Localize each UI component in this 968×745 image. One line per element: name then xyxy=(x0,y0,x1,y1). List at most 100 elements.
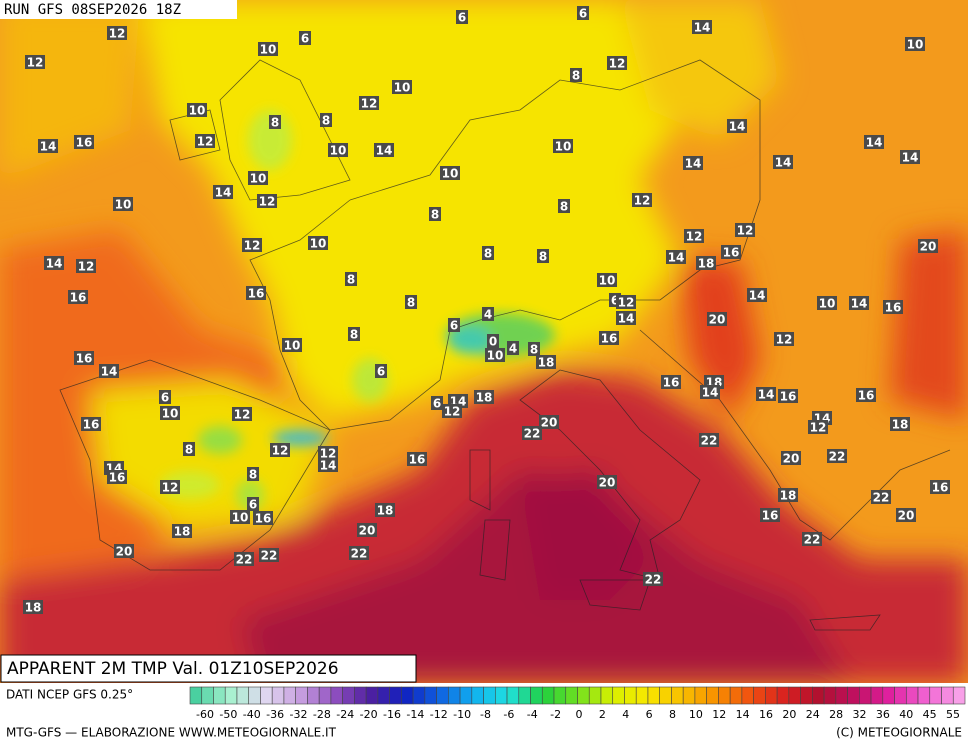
label-box xyxy=(230,510,250,524)
label-box xyxy=(808,420,828,434)
run-header: RUN GFS 08SEP2026 18Z xyxy=(4,2,181,18)
label-box xyxy=(537,249,549,263)
color-swatch xyxy=(870,686,884,705)
map-label: 10 xyxy=(115,198,132,212)
label-box xyxy=(318,458,338,472)
label-box xyxy=(827,449,847,463)
label-box xyxy=(375,503,395,517)
map-label: 16 xyxy=(76,136,93,150)
color-swatch xyxy=(224,686,238,705)
label-box xyxy=(616,311,636,325)
label-box xyxy=(856,388,876,402)
color-swatch xyxy=(260,686,273,705)
map-label: 14 xyxy=(320,459,337,473)
map-label: 16 xyxy=(255,512,272,526)
colorbar xyxy=(189,686,966,705)
colorbar-label: 24 xyxy=(806,708,820,721)
label-box xyxy=(345,272,357,286)
colorbar-label: 12 xyxy=(712,708,726,721)
map-label: 14 xyxy=(40,140,57,154)
colorbar-labels: -60 -50 -40 -36 -32 -28 -24 -20 -16 -14 -12 -10 -8 -6… xyxy=(196,708,960,721)
colorbar-label: -50 xyxy=(219,708,237,721)
map-label: 14 xyxy=(215,186,232,200)
map-label: 16 xyxy=(762,509,779,523)
label-box xyxy=(643,572,663,586)
colorbar-label: -28 xyxy=(313,708,331,721)
colorbar-label: 16 xyxy=(759,708,773,721)
label-box xyxy=(597,273,617,287)
map-label: 10 xyxy=(250,172,267,186)
map-label: 16 xyxy=(663,376,680,390)
label-box xyxy=(407,452,427,466)
label-box xyxy=(258,42,278,56)
label-box xyxy=(183,442,195,456)
label-box xyxy=(440,166,460,180)
colorbar-label: -14 xyxy=(406,708,424,721)
map-label: 12 xyxy=(361,97,378,111)
map-label: 8 xyxy=(539,250,547,264)
color-swatch xyxy=(929,686,942,705)
map-label: 16 xyxy=(601,332,618,346)
map-label: 22 xyxy=(804,533,821,547)
label-box xyxy=(536,355,556,369)
color-swatch xyxy=(342,686,355,705)
label-box xyxy=(172,524,192,538)
label-box xyxy=(661,375,681,389)
color-swatch xyxy=(377,686,390,705)
colorbar-label: 40 xyxy=(899,708,913,721)
map-label: 16 xyxy=(76,352,93,366)
label-box xyxy=(890,417,910,431)
colorbar-label: -36 xyxy=(266,708,284,721)
color-swatch xyxy=(894,686,907,705)
colorbar-label: 8 xyxy=(669,708,676,721)
map-label: 12 xyxy=(634,194,651,208)
map-label: 12 xyxy=(259,195,276,209)
label-box xyxy=(778,488,798,502)
colorbar-label: -32 xyxy=(290,708,308,721)
colorbar-label: 20 xyxy=(782,708,796,721)
map-label: 0 xyxy=(489,335,497,349)
map-label: 10 xyxy=(330,144,347,158)
colorbar-label: 14 xyxy=(736,708,750,721)
map-label: 14 xyxy=(729,120,746,134)
temperature-field xyxy=(0,0,968,683)
map-label: 14 xyxy=(851,297,868,311)
label-box xyxy=(448,318,460,332)
map-label: 20 xyxy=(116,545,133,559)
map-label: 14 xyxy=(702,386,719,400)
map-label: 12 xyxy=(618,296,635,310)
label-box xyxy=(247,467,259,481)
colorbar-label: 6 xyxy=(646,708,653,721)
map-label: 14 xyxy=(101,365,118,379)
color-swatch xyxy=(729,686,743,705)
label-box xyxy=(259,548,279,562)
label-box xyxy=(864,135,884,149)
label-box xyxy=(849,296,869,310)
label-box xyxy=(187,103,207,117)
color-swatch xyxy=(436,686,449,705)
map-label: 6 xyxy=(377,365,385,379)
label-box xyxy=(896,508,916,522)
map-label: 18 xyxy=(25,601,42,615)
label-box xyxy=(616,295,636,309)
map-label: 8 xyxy=(271,116,279,130)
color-swatch xyxy=(530,686,543,705)
color-swatch xyxy=(647,686,660,705)
map-label: 18 xyxy=(698,257,715,271)
label-box xyxy=(485,348,505,362)
color-swatch xyxy=(330,686,343,705)
map-label: 10 xyxy=(487,349,504,363)
color-swatch xyxy=(577,686,590,705)
map-label: 8 xyxy=(484,247,492,261)
label-box xyxy=(487,334,499,348)
label-box xyxy=(349,546,369,560)
colorbar-label: -20 xyxy=(360,708,378,721)
color-swatch xyxy=(765,686,778,705)
map-label: 14 xyxy=(694,21,711,35)
color-swatch xyxy=(213,686,226,705)
map-title: APPARENT 2M TMP Val. 01Z10SEP2026 xyxy=(7,659,339,679)
label-box xyxy=(707,312,727,326)
label-box xyxy=(431,396,443,410)
map-label: 14 xyxy=(902,151,919,165)
